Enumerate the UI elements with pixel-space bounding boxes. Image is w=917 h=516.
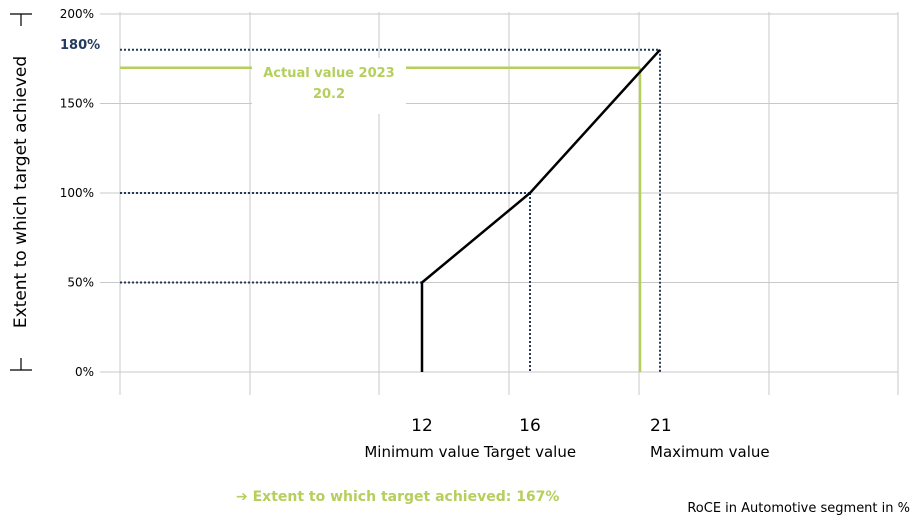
x-marker-value: 12: [411, 416, 433, 436]
target-curve-line: [422, 50, 660, 372]
result-text: ➔ Extent to which target achieved: 167%: [236, 489, 559, 505]
x-marker-caption: Minimum value: [364, 443, 479, 461]
actual-value-number: 20.2: [313, 87, 345, 102]
footnote: RoCE in Automotive segment in %: [687, 501, 910, 516]
y-tick-label: 200%: [60, 7, 94, 21]
actual-value-label: Actual value 2023: [263, 66, 394, 81]
x-marker-value: 21: [650, 416, 672, 436]
y-tick-label: 150%: [60, 97, 94, 111]
x-marker-caption: Target value: [483, 443, 576, 461]
y-tick-label: 0%: [75, 365, 94, 379]
y-tick-label: 100%: [60, 186, 94, 200]
x-markers: 12 Minimum value 16 Target value 21 Maximum v…: [364, 416, 769, 461]
curve-group: [422, 50, 660, 372]
y-axis-label: Extent to which target achieved: [11, 56, 31, 328]
x-marker-caption: Maximum value: [650, 443, 770, 461]
x-marker-value: 16: [519, 416, 541, 436]
max-value-label: 180%: [60, 38, 100, 53]
grid: [100, 12, 898, 395]
y-tick-label: 50%: [67, 276, 94, 290]
y-ticks: 0% 50% 100% 150% 200%: [60, 7, 94, 379]
